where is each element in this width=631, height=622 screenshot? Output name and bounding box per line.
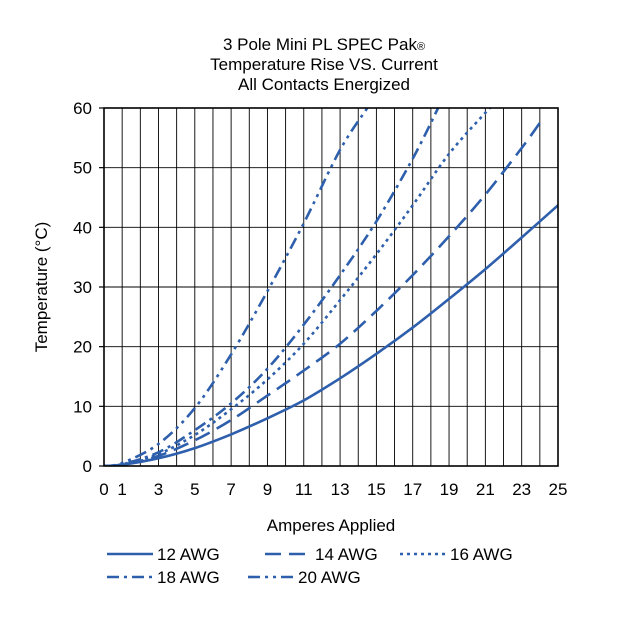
x-tick-label: 21 [476,480,495,499]
legend-item-16-awg: 16 AWG [400,545,513,564]
x-tick-label: 19 [440,480,459,499]
x-tick-label: 23 [512,480,531,499]
x-tick-label: 15 [367,480,386,499]
legend-item-20-awg: 20 AWG [248,568,361,587]
series-line-14-awg [104,122,541,466]
x-tick-label: 5 [190,480,199,499]
svg-text:3 Pole Mini PL SPEC Pak®: 3 Pole Mini PL SPEC Pak® [223,35,425,54]
grid [104,108,558,466]
legend-label: 18 AWG [157,568,220,587]
x-tick-labels: 0 1 3 5 7 9 11 13 15 17 19 21 23 25 [99,480,567,499]
registered-mark: ® [417,41,425,53]
chart-title: 3 Pole Mini PL SPEC Pak® Temperature Ris… [210,35,438,94]
y-tick-label: 60 [73,99,92,118]
series-line-12-awg [104,204,558,466]
legend-item-18-awg: 18 AWG [107,568,220,587]
x-tick-label: 1 [117,480,126,499]
legend-item-14-awg: 14 AWG [265,545,378,564]
legend-item-12-awg: 12 AWG [107,545,220,564]
x-tick-label: 17 [403,480,422,499]
y-tick-labels: 0 10 20 30 40 50 60 [73,99,104,476]
chart-title-line-3: All Contacts Energized [238,75,410,94]
chart-title-line-2: Temperature Rise VS. Current [210,55,438,74]
y-tick-label: 30 [73,278,92,297]
legend: 12 AWG 14 AWG 16 AWG 18 AWG 20 AWG [107,545,513,587]
x-axis-label: Amperes Applied [267,516,396,535]
x-tick-label: 7 [226,480,235,499]
legend-label: 12 AWG [157,545,220,564]
x-tick-label: 3 [154,480,163,499]
y-tick-label: 40 [73,218,92,237]
x-tick-label: 13 [331,480,350,499]
legend-label: 16 AWG [450,545,513,564]
y-tick-label: 0 [83,457,92,476]
y-tick-label: 20 [73,338,92,357]
x-tick-label: 0 [99,480,108,499]
legend-label: 14 AWG [315,545,378,564]
x-tick-label: 11 [295,480,313,499]
x-tick-label: 9 [263,480,272,499]
y-axis-label: Temperature (°C) [32,222,51,353]
legend-label: 20 AWG [298,568,361,587]
series-line-18-awg [104,108,440,466]
y-tick-label: 50 [73,159,92,178]
series-line-16-awg [104,108,492,466]
x-tick-label: 25 [549,480,568,499]
chart-title-line-1: 3 Pole Mini PL SPEC Pak [223,35,418,54]
series-lines [104,108,558,466]
y-tick-label: 10 [73,397,92,416]
